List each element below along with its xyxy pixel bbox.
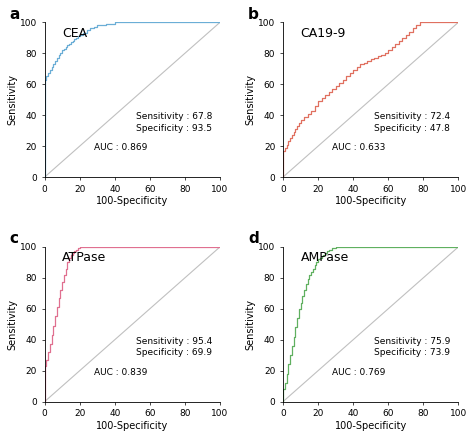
X-axis label: 100-Specificity: 100-Specificity [96,421,168,431]
Text: Sensitivity : 95.4
Specificity : 69.9: Sensitivity : 95.4 Specificity : 69.9 [136,337,212,357]
Text: CEA: CEA [62,27,87,40]
Text: a: a [9,7,20,22]
Text: AMPase: AMPase [301,251,349,265]
Text: ATPase: ATPase [62,251,106,265]
Text: Sensitivity : 72.4
Specificity : 47.8: Sensitivity : 72.4 Specificity : 47.8 [374,112,450,133]
Text: CA19-9: CA19-9 [301,27,346,40]
Text: Sensitivity : 75.9
Specificity : 73.9: Sensitivity : 75.9 Specificity : 73.9 [374,337,451,357]
Text: AUC : 0.769: AUC : 0.769 [332,367,385,377]
Text: AUC : 0.869: AUC : 0.869 [94,143,147,152]
Text: b: b [248,7,259,22]
Y-axis label: Sensitivity: Sensitivity [246,74,255,125]
X-axis label: 100-Specificity: 100-Specificity [335,421,407,431]
Text: AUC : 0.839: AUC : 0.839 [94,367,147,377]
Text: d: d [248,231,259,246]
Y-axis label: Sensitivity: Sensitivity [7,299,17,350]
X-axis label: 100-Specificity: 100-Specificity [335,197,407,206]
Text: AUC : 0.633: AUC : 0.633 [332,143,385,152]
Text: Sensitivity : 67.8
Specificity : 93.5: Sensitivity : 67.8 Specificity : 93.5 [136,112,212,133]
Text: c: c [9,231,18,246]
Y-axis label: Sensitivity: Sensitivity [7,74,17,125]
X-axis label: 100-Specificity: 100-Specificity [96,197,168,206]
Y-axis label: Sensitivity: Sensitivity [246,299,255,350]
